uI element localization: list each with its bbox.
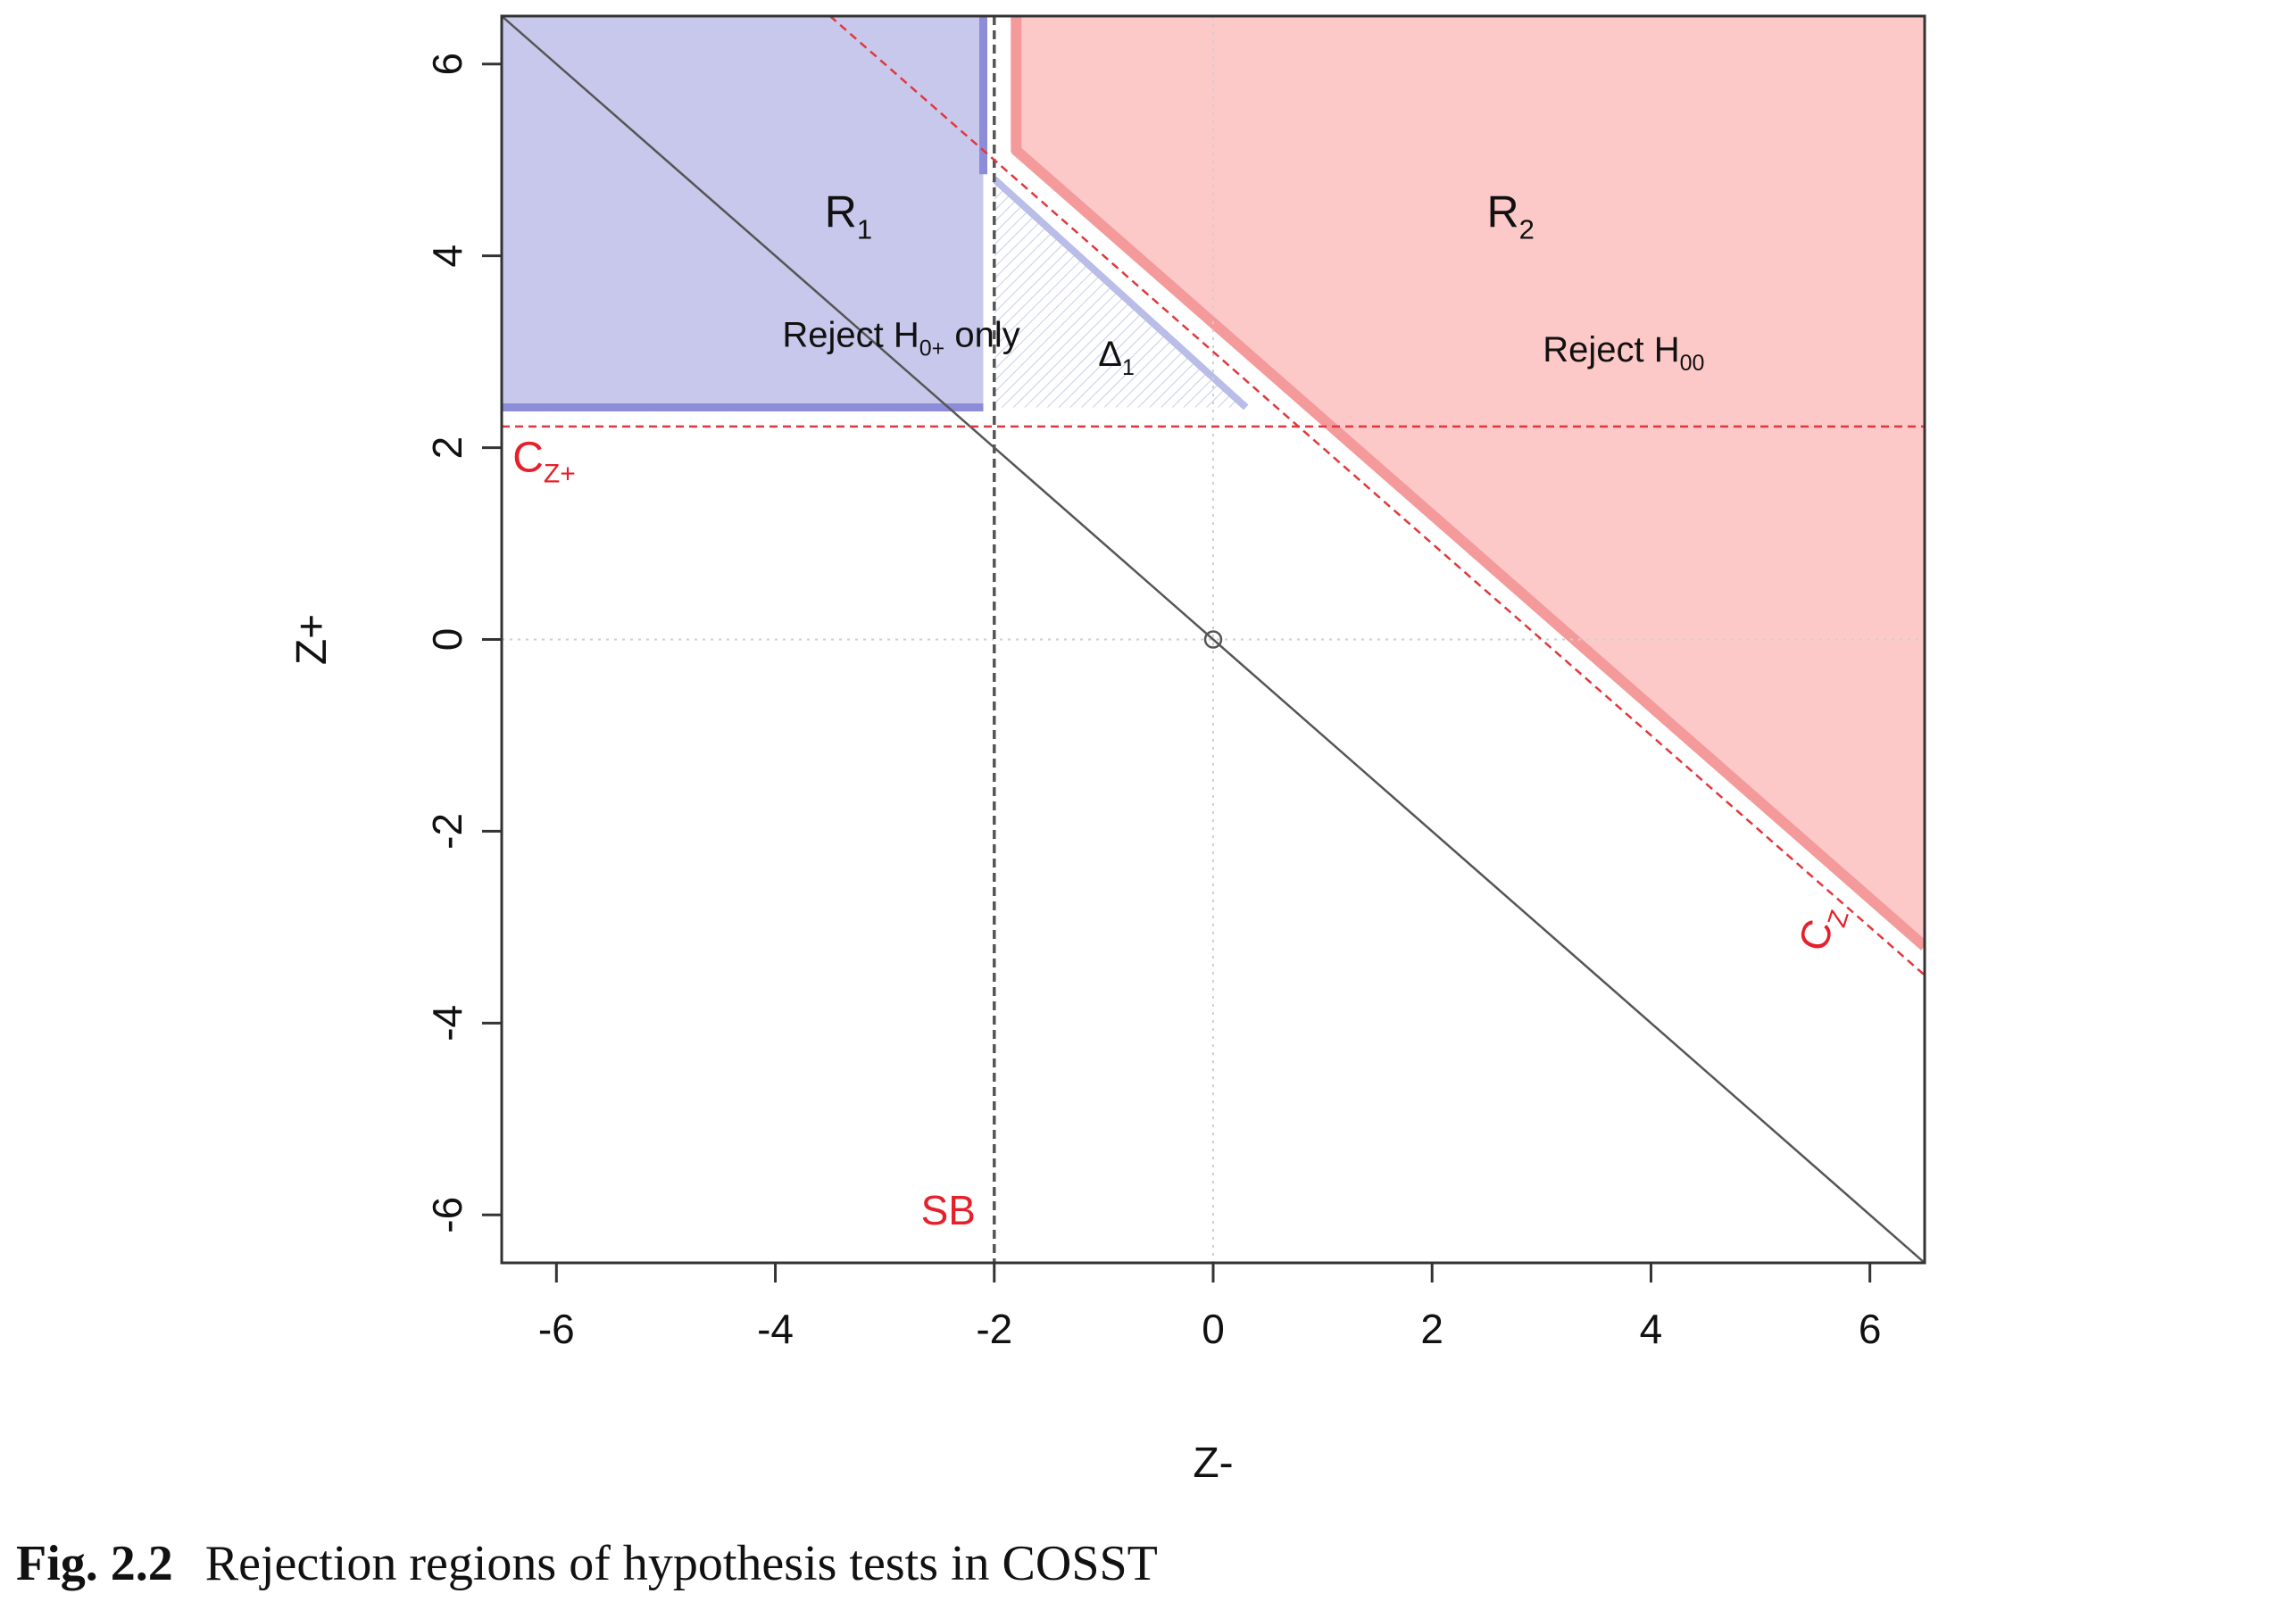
y-tick-label: -4 [424,1005,470,1042]
y-tick-label: -6 [424,1197,470,1233]
figure-caption: Fig. 2.2 Rejection regions of hypothesis … [16,1535,1158,1592]
x-tick-label: -6 [538,1306,575,1352]
x-tick-label: 0 [1202,1306,1225,1352]
x-tick-label: -2 [976,1306,1012,1352]
y-tick-label: 2 [424,436,470,460]
x-tick-label: 2 [1420,1306,1443,1352]
x-tick-label: 6 [1859,1306,1882,1352]
y-tick-label: 4 [424,245,470,268]
x-tick-label: -4 [757,1306,794,1352]
region-delta1-label: Δ1 [1098,335,1135,380]
rejection-region-chart: -6 -4 -2 0 2 4 6 -6 -4 -2 0 2 4 6 Z- Z+ R1 Reject H0+ on… [288,14,1926,1487]
x-tick-label: 4 [1640,1306,1663,1352]
cz-label: CZ [1789,899,1855,959]
region-r2-description: Reject H00 [1543,330,1704,376]
diagonal-line [502,16,1925,1263]
region-r1-description: Reject H0+ only [782,316,1019,361]
region-r2-border [1011,16,1925,950]
y-axis-label: Z+ [288,614,336,665]
region-delta1-border [992,176,1249,411]
x-axis-label: Z- [1193,1440,1233,1487]
region-r1-label: R1 [825,187,872,245]
origin-point [1203,630,1223,649]
y-tick-label: 0 [424,628,470,652]
region-r1 [502,16,984,408]
cz-line [829,16,1925,976]
caption-label: Fig. 2.2 [16,1536,173,1591]
y-tick-label: 6 [424,53,470,76]
cz-plus-label: CZ+ [512,434,576,488]
region-r2 [1016,16,1925,947]
y-tick-label: -2 [424,813,470,850]
sb-label: SB [921,1187,976,1233]
caption-text: Rejection regions of hypothesis tests in… [204,1536,1158,1591]
region-r2-label: R2 [1487,187,1535,245]
